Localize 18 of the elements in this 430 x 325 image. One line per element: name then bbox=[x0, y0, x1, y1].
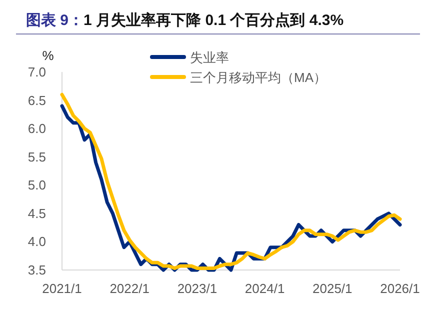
y-tick-label: 7.0 bbox=[28, 64, 46, 80]
y-tick-label: 6.0 bbox=[28, 121, 46, 136]
x-tick-label: 2026/1 bbox=[380, 281, 420, 296]
y-tick-label: 3.5 bbox=[28, 262, 46, 278]
x-tick-label: 2024/1 bbox=[244, 281, 285, 296]
y-axis-title: % bbox=[42, 48, 54, 63]
x-tick-label: 2025/1 bbox=[312, 281, 352, 296]
x-tick-label: 2021/1 bbox=[42, 281, 82, 296]
y-tick-label: 4.5 bbox=[28, 206, 46, 221]
legend-label: 三个月移动平均（MA） bbox=[190, 70, 326, 85]
x-tick-label: 2022/1 bbox=[110, 281, 150, 296]
chart-title: 图表 9：1 月失业率再下降 0.1 个百分点到 4.3% bbox=[26, 11, 344, 29]
y-tick-label: 6.5 bbox=[28, 92, 46, 108]
y-tick-label: 4.0 bbox=[28, 234, 46, 250]
y-tick-label: 5.0 bbox=[28, 178, 46, 193]
legend-label: 失业率 bbox=[190, 50, 229, 65]
x-tick-label: 2023/1 bbox=[177, 281, 218, 296]
y-tick-label: 5.5 bbox=[28, 149, 46, 164]
